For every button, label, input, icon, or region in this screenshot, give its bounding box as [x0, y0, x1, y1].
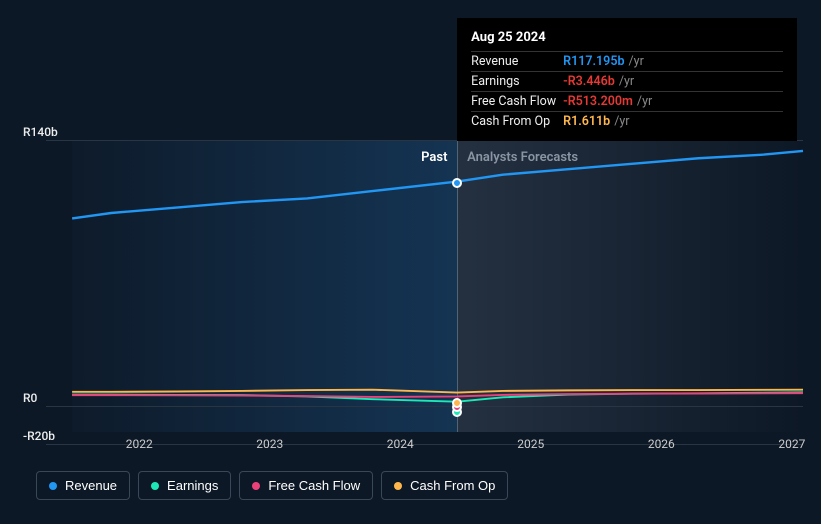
series-svg [46, 140, 803, 432]
legend-item-cfo[interactable]: Cash From Op [381, 471, 508, 500]
legend-swatch [49, 482, 57, 490]
tooltip-row-value: -R513.200m [563, 94, 633, 109]
plot-area[interactable] [46, 140, 803, 432]
x-tick-label: 2026 [648, 437, 675, 451]
legend-item-earnings[interactable]: Earnings [138, 471, 231, 500]
tooltip-date: Aug 25 2024 [471, 26, 783, 51]
y-tick-label: R0 [23, 391, 37, 405]
legend-item-fcf[interactable]: Free Cash Flow [239, 471, 373, 500]
tooltip-row: Cash From OpR1.611b/yr [471, 111, 783, 131]
x-axis: 2022 2023 2024 2025 2026 2027 [46, 437, 803, 457]
legend-swatch [151, 482, 159, 490]
revenue-line [72, 151, 803, 219]
tooltip-row-label: Revenue [471, 54, 563, 69]
x-tick-label: 2027 [778, 437, 805, 451]
financials-chart: R140bR0-R20b Past Analysts Forecasts 202… [18, 0, 803, 512]
legend-swatch [252, 482, 260, 490]
x-tick-label: 2022 [126, 437, 153, 451]
tooltip-row-value: R1.611b [563, 114, 610, 129]
y-tick-label: R140b [23, 125, 58, 139]
cfo-line [72, 390, 803, 393]
legend-swatch [394, 482, 402, 490]
cfo-marker [452, 398, 462, 408]
revenue-marker [452, 178, 462, 188]
tooltip-row-suffix: /yr [629, 54, 644, 69]
legend-label: Cash From Op [410, 478, 495, 493]
tooltip-row-value: R117.195b [563, 54, 624, 69]
legend-label: Free Cash Flow [268, 478, 360, 493]
tooltip-row-label: Cash From Op [471, 114, 563, 129]
fcf-line [72, 393, 803, 397]
x-tick-label: 2024 [387, 437, 414, 451]
tooltip-row-suffix: /yr [637, 94, 652, 109]
tooltip-row-value: -R3.446b [563, 74, 615, 89]
legend-label: Earnings [167, 478, 218, 493]
tooltip: Aug 25 2024 RevenueR117.195b/yrEarnings-… [457, 18, 797, 141]
tooltip-row-label: Free Cash Flow [471, 94, 563, 109]
legend: Revenue Earnings Free Cash Flow Cash From O… [36, 471, 508, 500]
tooltip-row: Free Cash Flow-R513.200m/yr [471, 91, 783, 111]
legend-label: Revenue [65, 478, 117, 493]
tooltip-row: Earnings-R3.446b/yr [471, 71, 783, 91]
tooltip-row-label: Earnings [471, 74, 563, 89]
tooltip-row-suffix: /yr [614, 114, 629, 129]
tooltip-row-suffix: /yr [619, 74, 634, 89]
legend-item-revenue[interactable]: Revenue [36, 471, 130, 500]
x-tick-label: 2023 [256, 437, 283, 451]
x-tick-label: 2025 [517, 437, 544, 451]
tooltip-row: RevenueR117.195b/yr [471, 51, 783, 71]
